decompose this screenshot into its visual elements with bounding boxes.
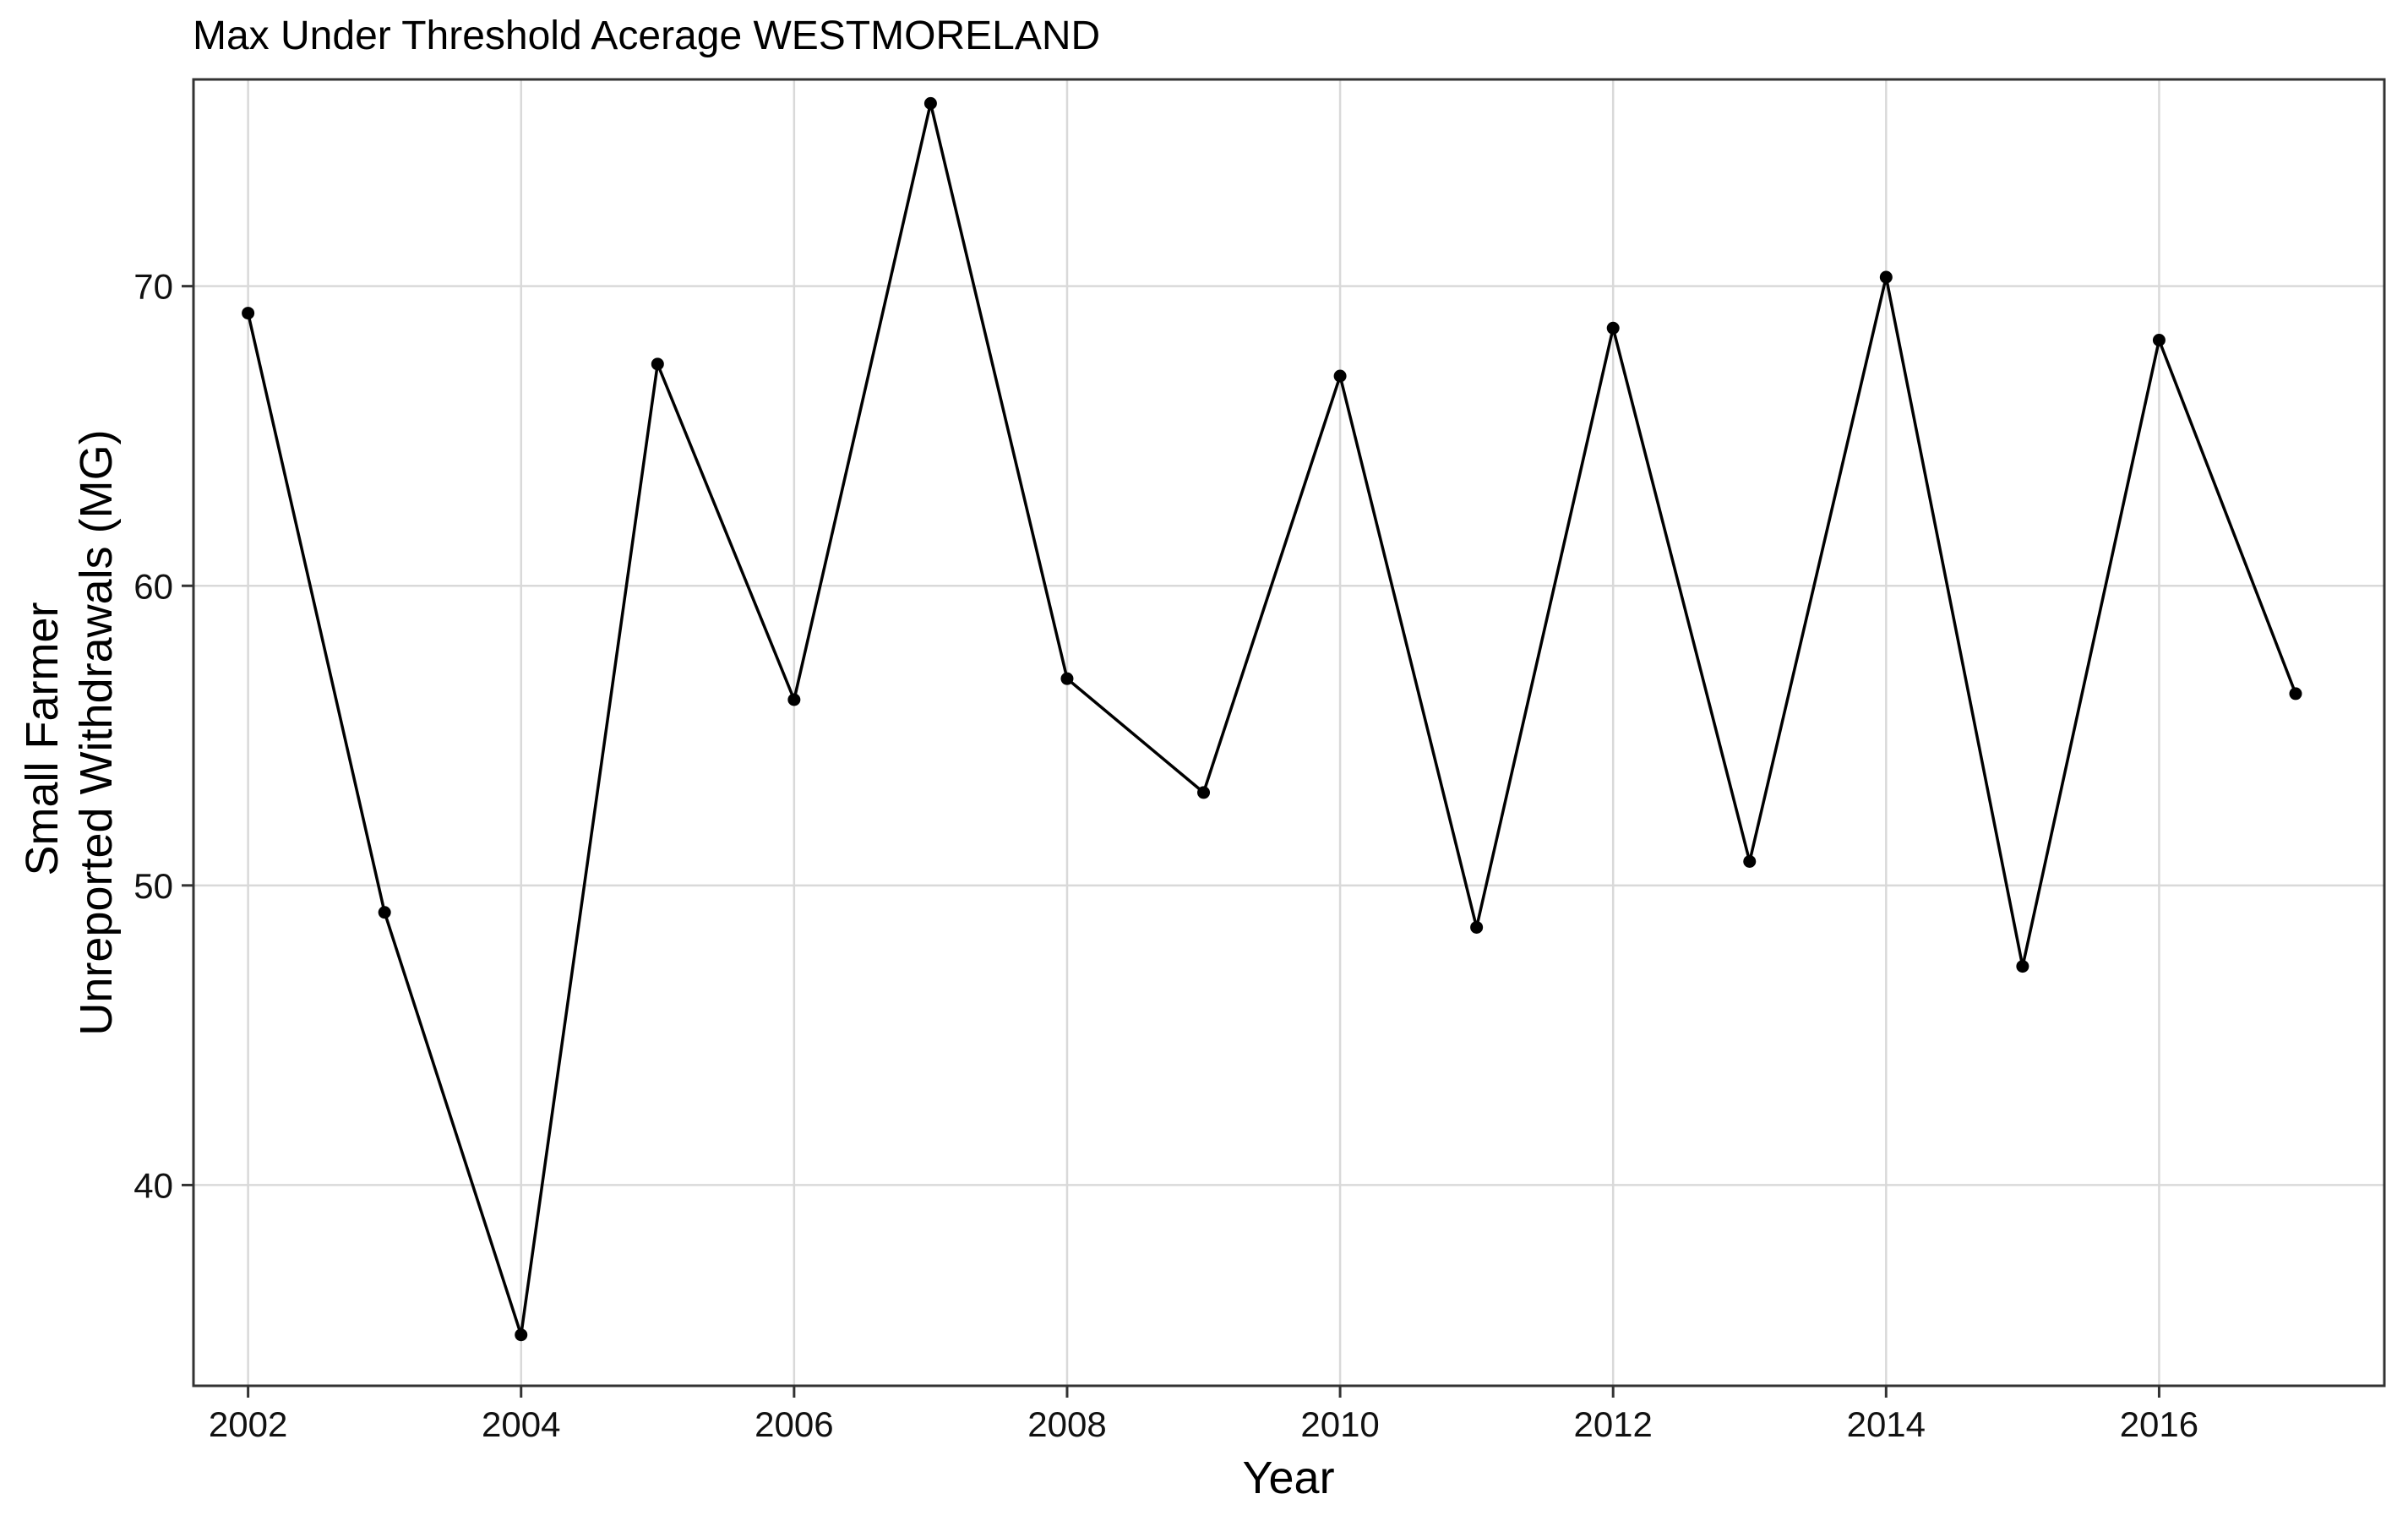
y-tick-label: 50 — [133, 866, 173, 906]
data-point — [651, 357, 664, 371]
data-point — [2016, 960, 2029, 973]
x-tick-label: 2016 — [2120, 1404, 2198, 1444]
data-point — [2289, 687, 2302, 701]
data-point — [1743, 854, 1757, 868]
data-point — [787, 693, 801, 706]
data-point — [2152, 333, 2166, 346]
y-axis-title: Small Farmer Unreported Withdrawals (MG) — [17, 429, 122, 1035]
x-tick-label: 2004 — [482, 1404, 560, 1444]
data-point — [1333, 369, 1347, 383]
data-point — [378, 906, 391, 919]
x-tick-label: 2002 — [209, 1404, 287, 1444]
panel-border — [192, 78, 2386, 1387]
data-point — [1470, 920, 1484, 934]
grid-lines — [193, 79, 2384, 1386]
y-tick-label: 70 — [133, 267, 173, 307]
x-tick-label: 2010 — [1300, 1404, 1379, 1444]
y-tick-label: 60 — [133, 566, 173, 606]
x-tick-label: 2008 — [1027, 1404, 1106, 1444]
x-tick-label: 2006 — [755, 1404, 833, 1444]
data-point — [515, 1328, 528, 1342]
y-axis-title-line-1: Small Farmer — [17, 602, 68, 875]
x-axis-title: Year — [1242, 1453, 1334, 1503]
data-point — [1606, 321, 1620, 335]
chart-title: Max Under Threshold Acerage WESTMORELAND — [193, 14, 1100, 58]
data-point — [242, 307, 255, 320]
y-axis-title-line-2: Unreported Withdrawals (MG) — [71, 429, 122, 1035]
series-line — [246, 101, 2297, 1337]
data-point — [1197, 786, 1211, 799]
plot-panel — [193, 79, 2384, 1386]
axes: 2002 2004 2006 2008 2010 2012 2014 2016 40 50 60 70 — [133, 267, 2198, 1444]
data-point — [1060, 672, 1074, 685]
data-point — [923, 96, 937, 110]
data-point — [1879, 270, 1893, 284]
series-layer — [242, 96, 2302, 1342]
x-tick-label: 2012 — [1573, 1404, 1652, 1444]
x-tick-label: 2014 — [1847, 1404, 1926, 1444]
y-tick-label: 40 — [133, 1165, 173, 1205]
